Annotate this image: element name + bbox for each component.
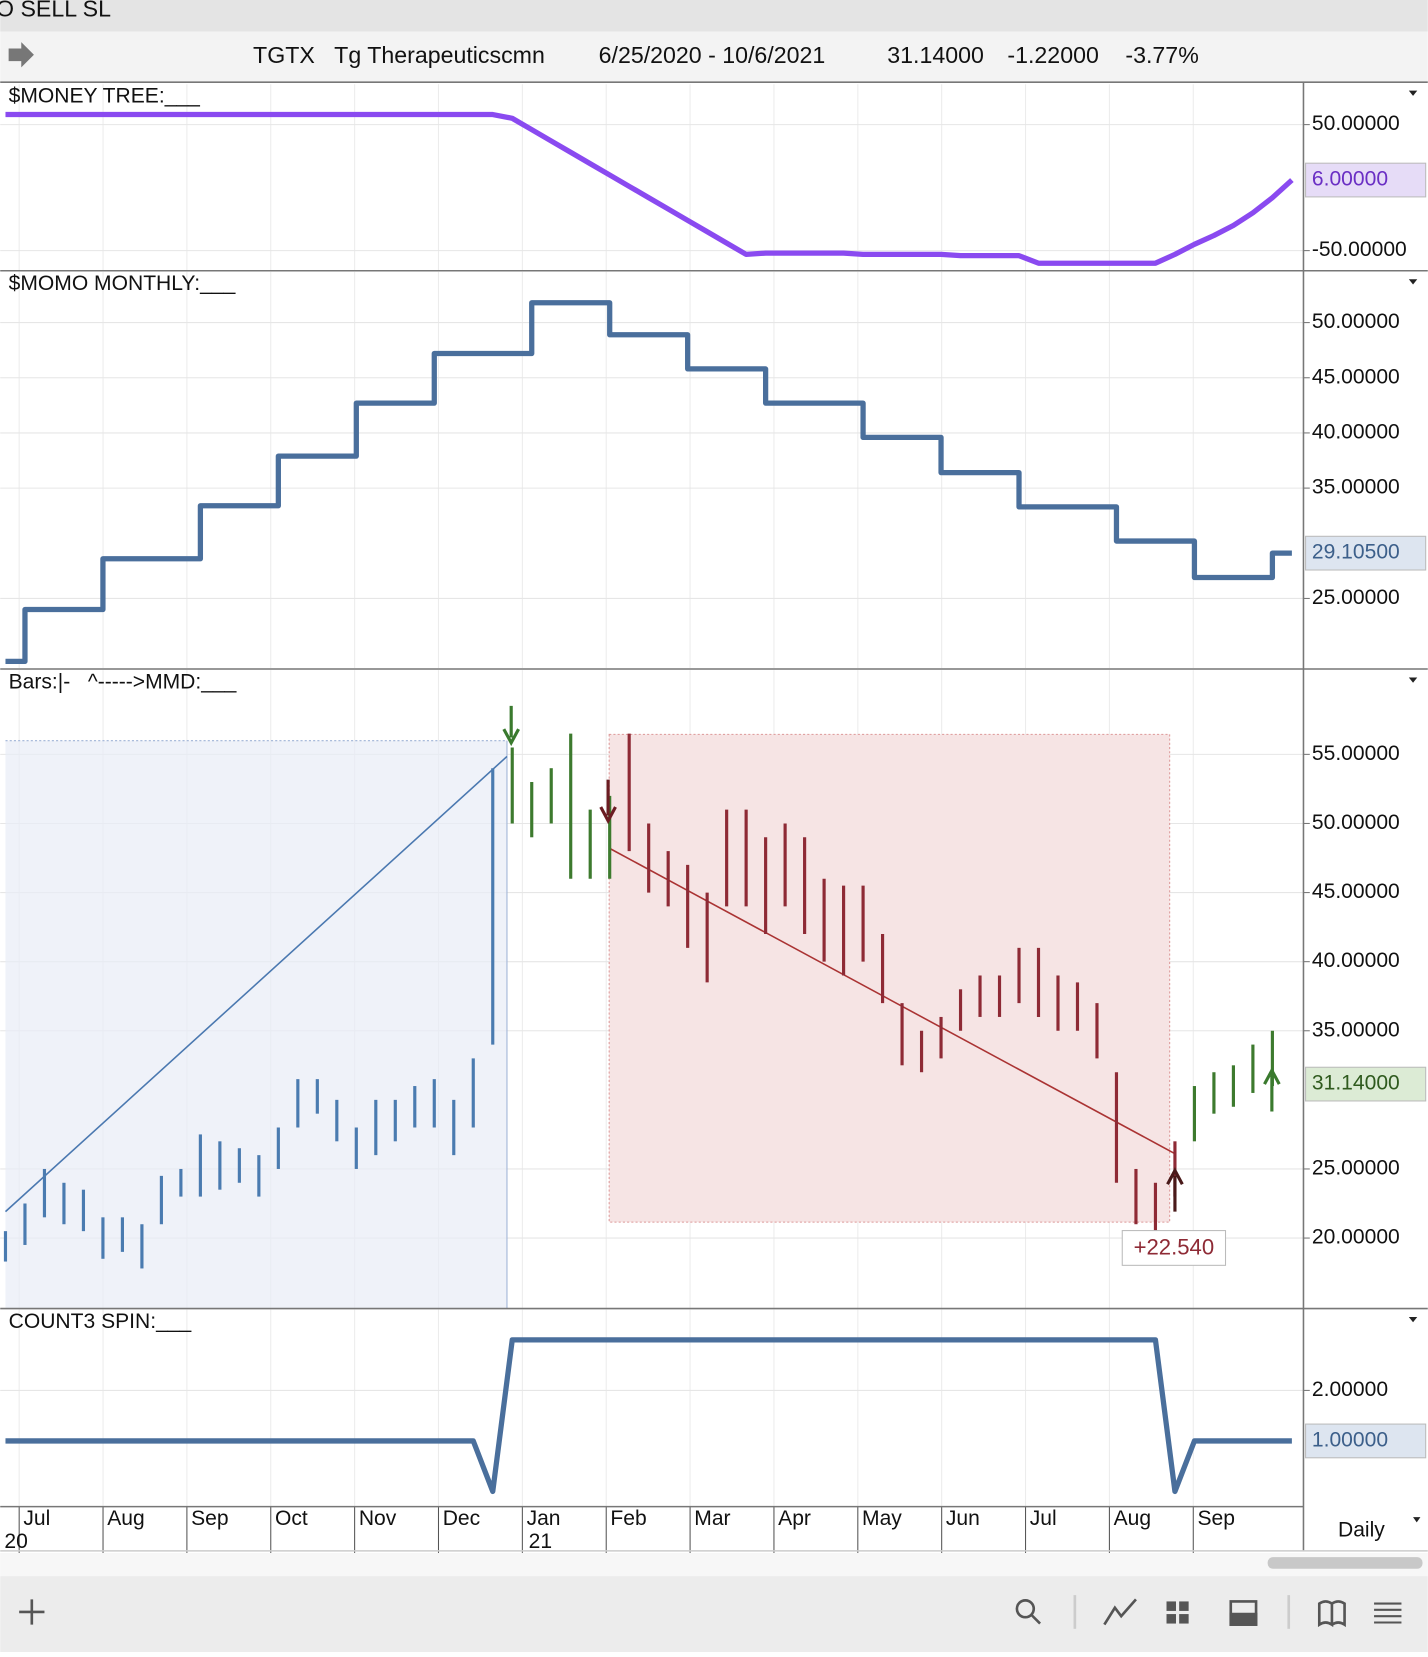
scroll-track [0, 1552, 1428, 1577]
x-tick-label: Nov [359, 1507, 397, 1530]
y-tick-label: 35.00000 [1312, 476, 1400, 499]
panel-button[interactable] [1229, 1600, 1258, 1626]
interval-menu[interactable] [1413, 1517, 1421, 1523]
y-tick-label: 50.00000 [1312, 811, 1400, 834]
x-tick-label: Jul [23, 1507, 50, 1530]
x-tick-label: Jun [946, 1507, 980, 1530]
red-zone [608, 733, 1171, 1223]
panel-title: $MONEY TREE:___ [9, 84, 200, 107]
panel-menu[interactable] [1408, 90, 1418, 96]
cover-arrow [1166, 1167, 1184, 1212]
y-tick-label: 35.00000 [1312, 1018, 1400, 1041]
layout-button[interactable] [1166, 1601, 1189, 1624]
last-value-box [1305, 1423, 1427, 1459]
year-label: 21 [529, 1530, 552, 1553]
change: -1.22000 [1007, 42, 1098, 68]
indicator-line [5, 1337, 1292, 1495]
annotation-box [1121, 1230, 1227, 1266]
interval[interactable]: Daily [1338, 1518, 1385, 1541]
y-tick-label: 50.00000 [1312, 310, 1400, 333]
x-tick-label: Apr [778, 1507, 811, 1530]
panel-menu[interactable] [1408, 677, 1418, 683]
panel-menu[interactable] [1408, 279, 1418, 285]
buy-arrow [502, 705, 520, 747]
y-tick-label: 2.00000 [1312, 1378, 1388, 1401]
scrollbar[interactable] [1267, 1557, 1423, 1569]
y-tick-label: 45.00000 [1312, 365, 1400, 388]
panel-title: $MOMO MONTHLY:___ [9, 272, 236, 295]
panel-title: COUNT3 SPIN:___ [9, 1310, 192, 1333]
x-tick-label: Jul [1030, 1507, 1057, 1530]
change-pct: -3.77% [1125, 42, 1198, 68]
marks: $MONEY TREE:___ 50.00000 -50.00000 6.00000 $… [3, 84, 1427, 1553]
blue-zone [5, 740, 507, 1309]
company-name: Tg Therapeuticscmn [334, 42, 545, 68]
y-tick-label: 20.00000 [1312, 1226, 1400, 1249]
y-tick-label: 55.00000 [1312, 742, 1400, 765]
buy-arrow-2 [1263, 1067, 1281, 1112]
menu-button[interactable] [1374, 1602, 1402, 1624]
cropped-title: O SELL SL [0, 0, 111, 22]
step-line [5, 300, 1292, 664]
x-tick-label: May [862, 1507, 902, 1530]
x-tick-label: Feb [610, 1507, 646, 1530]
draw-button[interactable] [1103, 1598, 1137, 1626]
sell-arrow [599, 779, 617, 825]
x-tick-label: Jan [527, 1507, 561, 1530]
last-value-label: 1.00000 [1312, 1428, 1388, 1451]
bars-overlay [4, 733, 1176, 1309]
symbol: TGTX [253, 42, 315, 68]
y-tick-label: 50.00000 [1312, 112, 1400, 135]
last-value-box [1305, 162, 1427, 198]
top-bar [0, 0, 1428, 32]
annotation: +22.540 [1134, 1234, 1215, 1259]
x-tick-label: Aug [107, 1507, 144, 1530]
y-tick-label: 40.00000 [1312, 420, 1400, 443]
link-arrow[interactable] [8, 42, 34, 68]
x-tick-label: Aug [1114, 1507, 1151, 1530]
add-button[interactable] [19, 1599, 45, 1625]
last-value-label: 31.14000 [1312, 1072, 1400, 1095]
header-bar [0, 31, 1428, 83]
y-tick-label: -50.00000 [1312, 238, 1407, 261]
indicator-line [5, 111, 1294, 266]
x-tick-label: Oct [275, 1507, 308, 1530]
frame [0, 81, 1428, 1552]
blue-trend [4, 755, 508, 1213]
panel-menus [1408, 90, 1421, 1523]
y-tick-label: 45.00000 [1312, 880, 1400, 903]
year-label: 20 [4, 1530, 27, 1553]
last-value-box [1305, 535, 1427, 571]
toolbar [0, 1576, 1428, 1652]
red-trend [608, 847, 1176, 1155]
book-button[interactable] [1317, 1600, 1346, 1628]
search-button[interactable] [1015, 1599, 1042, 1625]
panel-menu[interactable] [1408, 1316, 1418, 1323]
toolbar-icons [19, 1595, 1402, 1629]
last-value-label: 6.00000 [1312, 168, 1388, 191]
x-tick-label: Mar [694, 1507, 730, 1530]
panel-title: Bars:|- ^----->MMD:___ [9, 670, 237, 693]
signal-arrows [502, 705, 1281, 1212]
y-tick-label: 25.00000 [1312, 586, 1400, 609]
x-tick-label: Sep [191, 1507, 228, 1530]
y-tick-label: 40.00000 [1312, 949, 1400, 972]
last-price: 31.14000 [887, 42, 984, 68]
date-range: 6/25/2020 - 10/6/2021 [599, 42, 826, 68]
last-value-label: 29.10500 [1312, 541, 1400, 564]
x-tick-label: Sep [1197, 1507, 1234, 1530]
last-value-box [1305, 1066, 1427, 1102]
y-tick-label: 25.00000 [1312, 1157, 1400, 1180]
x-tick-label: Dec [443, 1507, 480, 1530]
